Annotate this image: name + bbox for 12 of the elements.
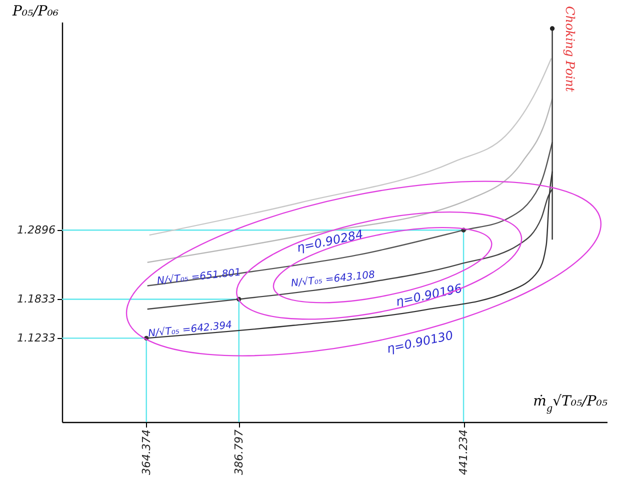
y-tick-label: 1.1233 bbox=[17, 332, 56, 345]
annotation: N/√T₀₅ =643.108 bbox=[290, 268, 376, 290]
annotation: N/√T₀₅ =642.394 bbox=[148, 318, 233, 340]
annotation: Choking Point bbox=[563, 6, 577, 92]
x-tick-label: 386.797 bbox=[232, 430, 246, 475]
x-tick-label: 441.234 bbox=[457, 430, 470, 475]
y-axis-title: P₀₅/P₀₆ bbox=[12, 4, 59, 20]
x-tick-label: 364.374 bbox=[140, 430, 153, 475]
annotation: N/√T₀₅ =651.801 bbox=[156, 266, 242, 288]
x-axis-title: ṁ$_{g}$√T₀₅/P₀₅ bbox=[533, 394, 608, 414]
y-tick-label: 1.1833 bbox=[17, 292, 56, 306]
y-tick-label: 1.2896 bbox=[17, 224, 56, 237]
